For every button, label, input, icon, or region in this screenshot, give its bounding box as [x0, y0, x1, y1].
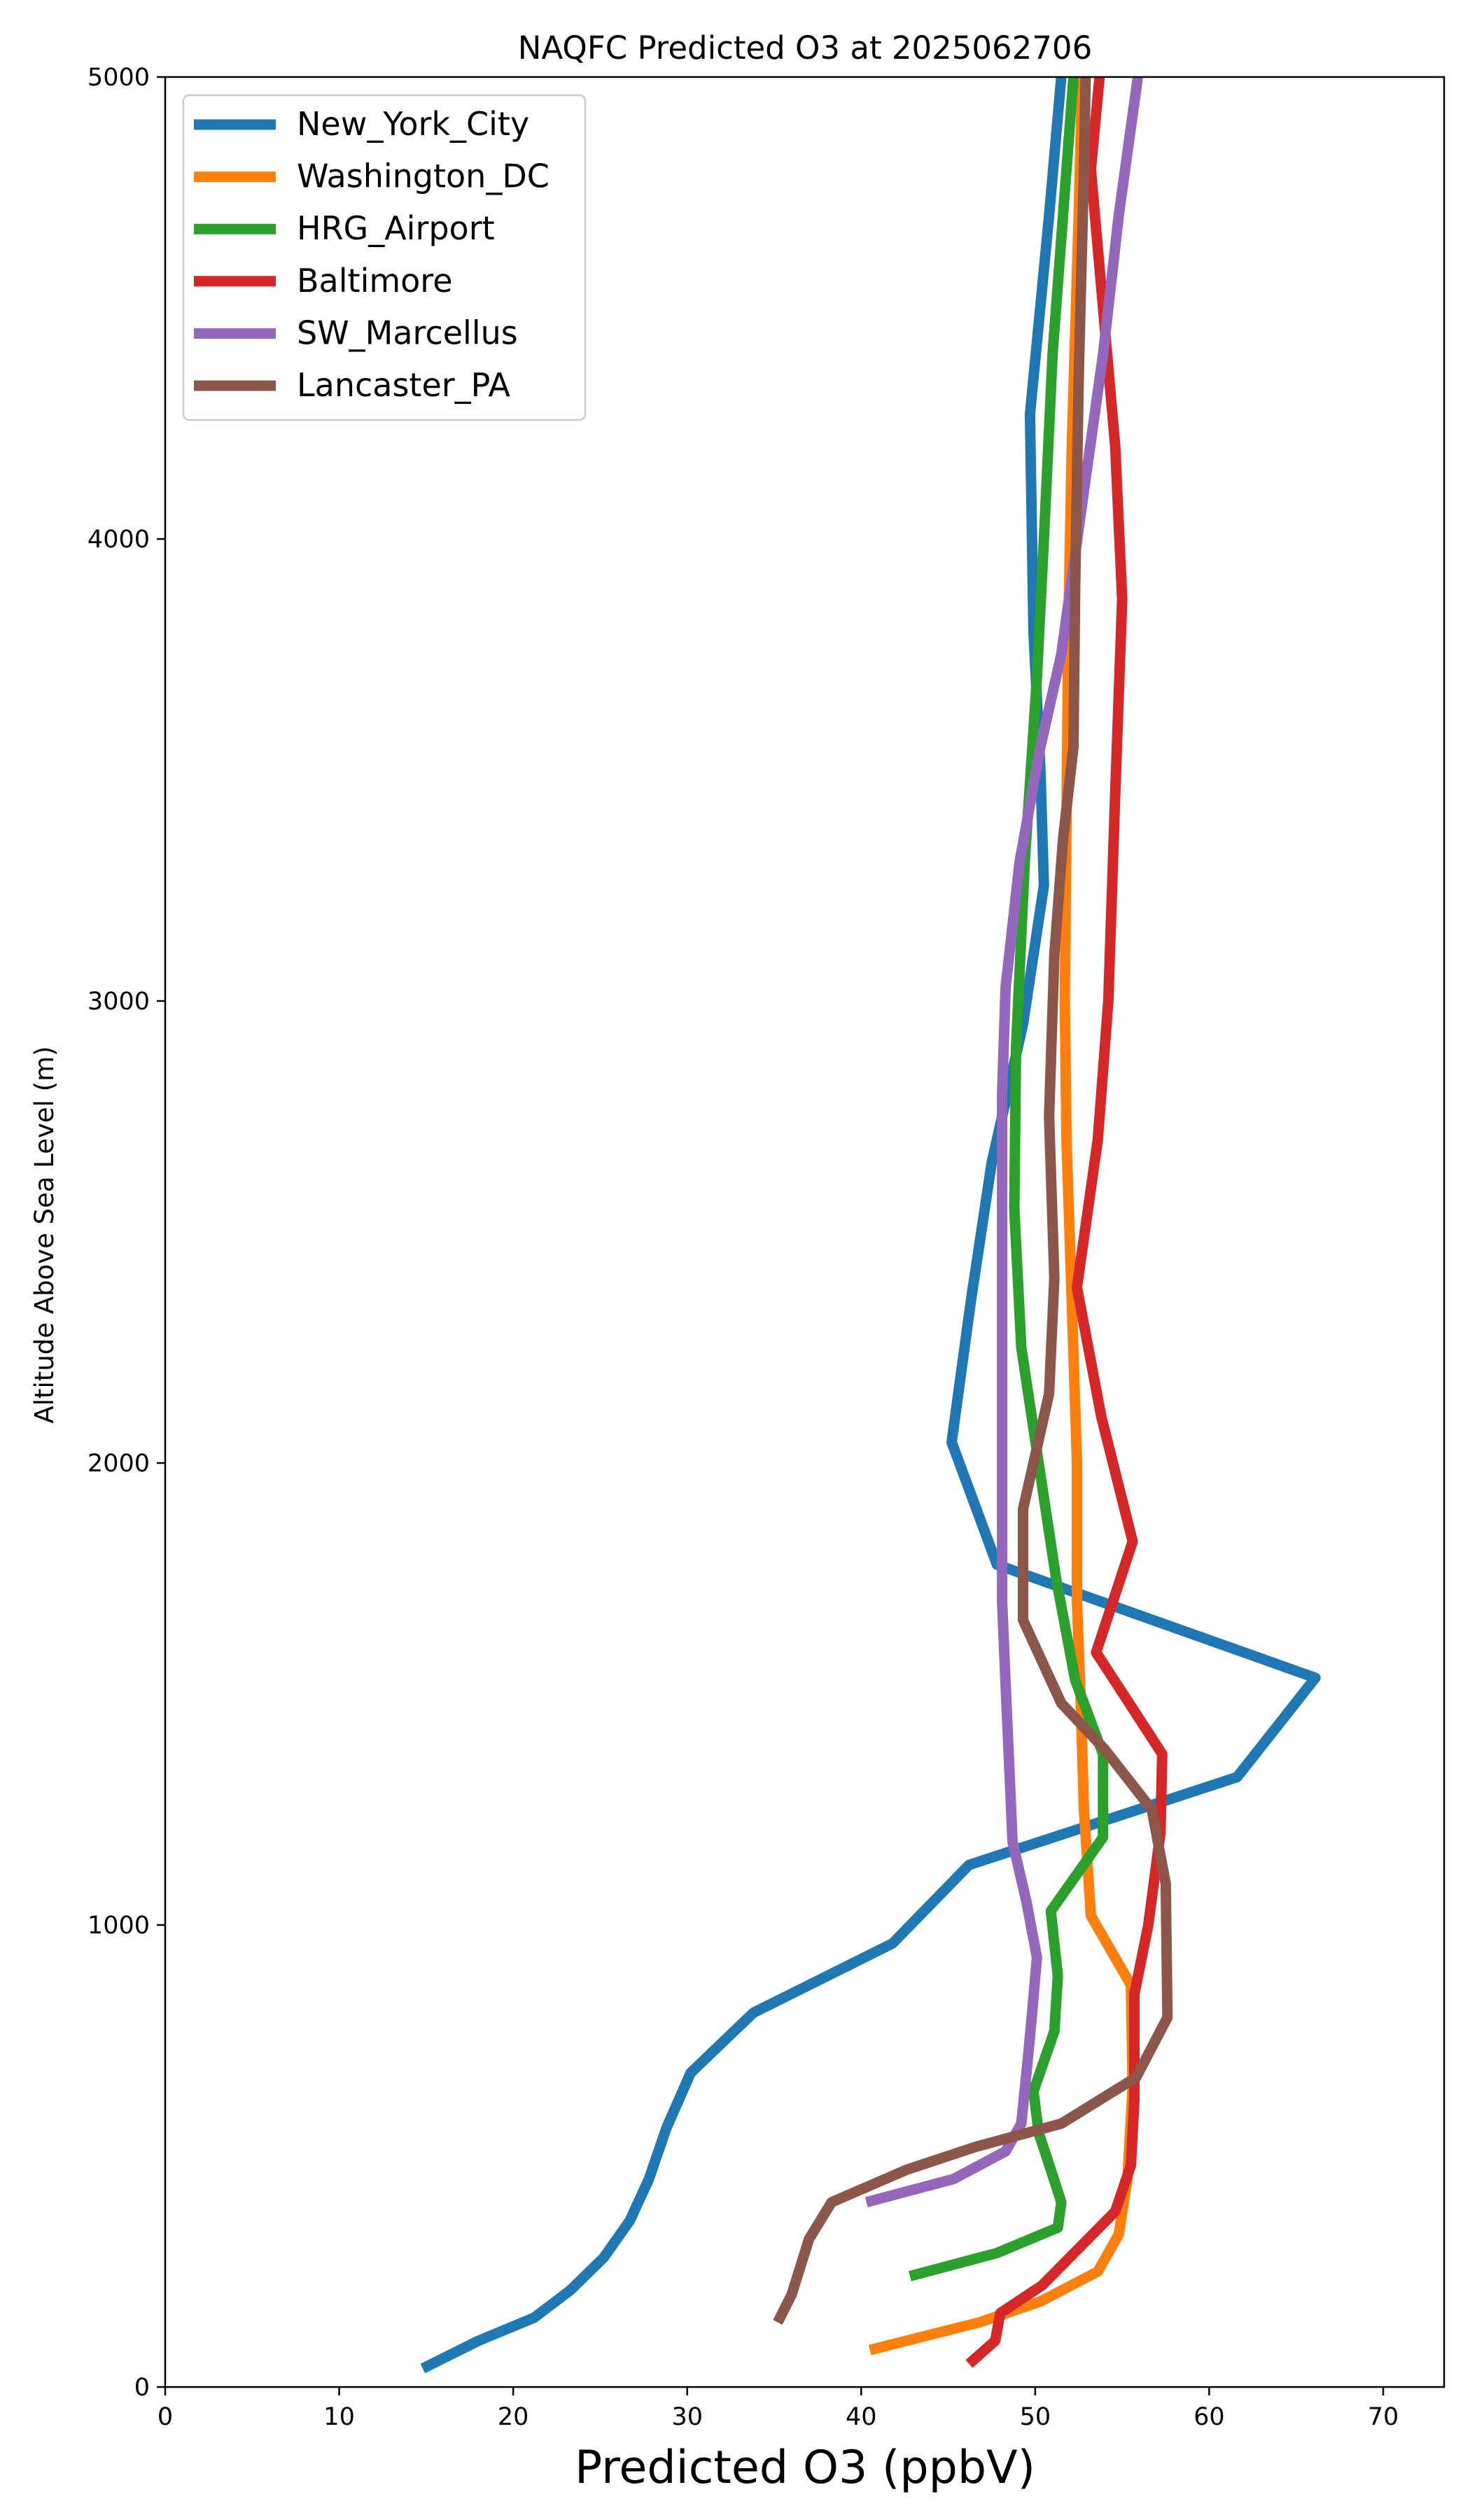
x-axis-ticks: 0 10 20 30 40 50 60 70 — [158, 2387, 1399, 2431]
y-tick-label: 5000 — [88, 64, 150, 92]
y-axis-ticks: 0 1000 2000 3000 4000 5000 — [88, 64, 165, 2402]
legend: New_York_City Washington_DC HRG_Airport Bal… — [182, 94, 587, 421]
plot-area-frame — [164, 76, 1446, 2388]
x-tick-label: 50 — [1020, 2403, 1051, 2431]
legend-label: Baltimore — [297, 262, 453, 300]
legend-label: HRG_Airport — [297, 209, 495, 247]
y-tick-label: 3000 — [88, 988, 150, 1016]
legend-box — [182, 94, 587, 421]
legend-label: Lancaster_PA — [297, 366, 510, 404]
series-line-lancaster-pa — [773, 76, 1173, 2325]
legend-label: Washington_DC — [297, 158, 550, 195]
x-tick-label: 20 — [498, 2403, 529, 2431]
y-tick-label: 1000 — [88, 1912, 150, 1940]
series-layer — [420, 76, 1321, 2374]
x-tick-label: 70 — [1368, 2403, 1399, 2431]
series-line-baltimore — [965, 76, 1168, 2368]
legend-label: SW_Marcellus — [297, 314, 518, 351]
x-tick-label: 0 — [158, 2403, 173, 2431]
x-axis-label: Predicted O3 (ppbV) — [575, 2442, 1035, 2494]
chart-title: NAQFC Predicted O3 at 2025062706 — [518, 29, 1092, 66]
y-tick-label: 4000 — [88, 526, 150, 554]
x-tick-label: 40 — [846, 2403, 877, 2431]
y-axis-label: Altitude Above Sea Level (m) — [29, 1046, 59, 1423]
x-tick-label: 60 — [1194, 2403, 1225, 2431]
x-tick-label: 30 — [671, 2403, 703, 2431]
legend-label: New_York_City — [297, 105, 529, 143]
series-line-sw-marcellus — [864, 76, 1143, 2208]
series-line-hrg-airport — [908, 76, 1109, 2281]
x-tick-label: 10 — [323, 2403, 355, 2431]
y-tick-label: 2000 — [88, 1450, 150, 1478]
y-tick-label: 0 — [134, 2374, 150, 2402]
